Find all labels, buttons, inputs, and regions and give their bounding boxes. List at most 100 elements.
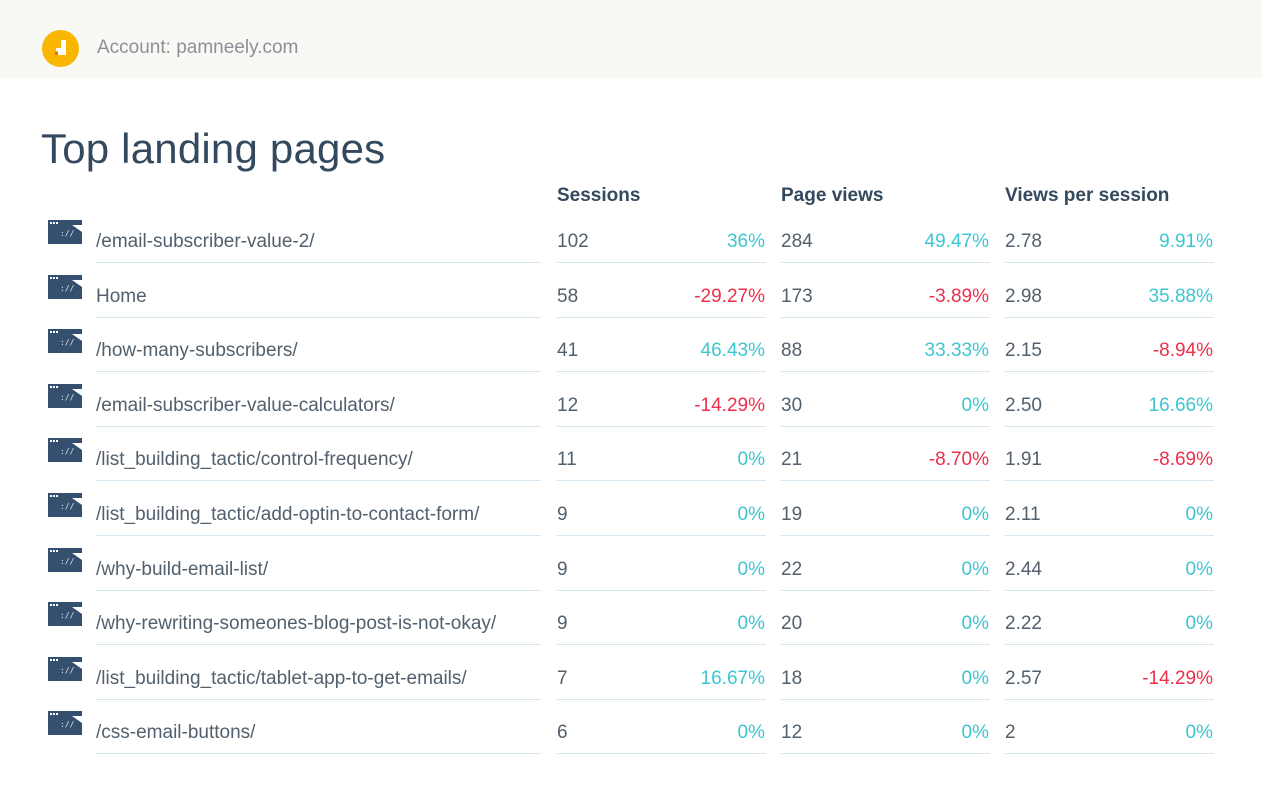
table-row[interactable]: :// /how-many-subscribers/41 46.43% 88 33.33…	[0, 329, 1262, 384]
landing-page-path[interactable]: /list_building_tactic/control-frequency/	[96, 449, 413, 471]
row-divider	[781, 371, 990, 373]
landing-page-path[interactable]: /why-rewriting-someones-blog-post-is-not…	[96, 613, 497, 635]
views-per-session-change: 35.88%	[1148, 285, 1213, 307]
landing-page-path[interactable]: Home	[96, 285, 147, 307]
sessions-change: 0%	[737, 449, 765, 471]
page-views-change: 0%	[961, 667, 989, 689]
landing-page-path[interactable]: /list_building_tactic/add-optin-to-conta…	[96, 504, 480, 525]
page-views-column-header[interactable]: Page views	[781, 185, 884, 206]
page-views-value: 22	[781, 558, 803, 580]
sessions-change: -14.29%	[694, 394, 765, 416]
table-row[interactable]: :// /css-email-buttons/6 0% 12 0% 2 0%	[0, 711, 1262, 766]
views-per-session-value: 2.98	[1005, 285, 1042, 307]
views-per-session-change: 0%	[1185, 722, 1213, 744]
sessions-value: 58	[557, 285, 579, 307]
svg-text:://: ://	[60, 447, 75, 456]
row-divider	[1005, 589, 1214, 591]
page-title: Top landing pages	[41, 125, 386, 172]
page-views-change: -8.70%	[928, 449, 989, 471]
web-page-icon: ://	[48, 274, 82, 299]
views-per-session-change: 0%	[1185, 558, 1213, 580]
landing-page-path[interactable]: /why-build-email-list/	[96, 558, 269, 580]
row-divider	[781, 589, 990, 591]
row-divider	[1005, 316, 1214, 318]
row-divider	[1005, 535, 1214, 536]
views-per-session-value: 1.91	[1005, 449, 1042, 471]
web-page-icon: ://	[48, 547, 82, 572]
row-divider	[96, 262, 541, 263]
svg-text:://: ://	[60, 393, 75, 402]
table-row[interactable]: :// Home 58 -29.27% 173 -3.89% 2.98 35.88%	[0, 274, 1262, 330]
row-divider	[557, 698, 766, 700]
landing-page-path[interactable]: /how-many-subscribers/	[96, 340, 298, 362]
web-page-icon: ://	[48, 438, 82, 463]
row-divider	[96, 425, 541, 427]
table-row[interactable]: :// /email-subscriber-value-calculators/1…	[0, 383, 1262, 439]
row-divider	[781, 535, 990, 536]
table-row[interactable]: :// /why-build-email-list/9 0% 22 0% 2.44 0%	[0, 547, 1262, 603]
views-per-session-change: -8.94%	[1152, 340, 1213, 362]
landing-page-path[interactable]: /email-subscriber-value-calculators/	[96, 394, 395, 416]
page-views-change: 0%	[961, 613, 989, 635]
svg-text:://: ://	[60, 284, 75, 293]
views-per-session-value: 2.11	[1005, 504, 1041, 525]
row-divider	[557, 535, 766, 536]
table-row[interactable]: :// /why-rewriting-someones-blog-post-is-…	[0, 602, 1262, 657]
row-divider	[1005, 262, 1214, 263]
row-divider	[557, 480, 766, 482]
row-divider	[96, 753, 541, 755]
row-divider	[96, 698, 541, 700]
row-divider	[96, 589, 541, 591]
page-views-change: 33.33%	[924, 340, 989, 362]
row-divider	[557, 425, 766, 427]
table-row[interactable]: :// /list_building_tactic/add-optin-to-co…	[0, 493, 1262, 548]
page-views-change: 0%	[961, 504, 989, 525]
views-per-session-column-header[interactable]: Views per session	[1005, 185, 1170, 206]
views-per-session-change: 16.66%	[1148, 394, 1213, 416]
sessions-change: 0%	[737, 558, 765, 580]
row-divider	[1005, 425, 1214, 427]
web-page-icon: ://	[48, 493, 82, 517]
page-views-value: 30	[781, 394, 803, 416]
row-divider	[781, 480, 990, 482]
sessions-change: -29.27%	[694, 285, 765, 307]
landing-page-path[interactable]: /email-subscriber-value-2/	[96, 231, 315, 252]
landing-page-path[interactable]: /list_building_tactic/tablet-app-to-get-…	[96, 667, 467, 689]
row-divider	[96, 644, 541, 646]
web-page-icon: ://	[48, 220, 82, 244]
svg-text:://: ://	[60, 338, 75, 347]
views-per-session-change: 9.91%	[1159, 231, 1213, 252]
sessions-value: 41	[557, 340, 579, 362]
page-views-change: 0%	[961, 394, 989, 416]
sessions-value: 9	[557, 613, 568, 635]
table-row[interactable]: :// /list_building_tactic/tablet-app-to-g…	[0, 656, 1262, 712]
page-views-value: 19	[781, 504, 803, 525]
table-row[interactable]: :// /email-subscriber-value-2/102 36% 284 49…	[0, 220, 1262, 275]
landing-page-path[interactable]: /css-email-buttons/	[96, 722, 256, 744]
page-views-value: 88	[781, 340, 803, 362]
web-page-icon: ://	[48, 656, 82, 681]
page-views-value: 284	[781, 231, 813, 252]
row-divider	[781, 262, 990, 263]
views-per-session-change: 0%	[1185, 504, 1213, 525]
svg-text:://: ://	[60, 502, 75, 511]
row-divider	[96, 535, 541, 536]
sessions-column-header[interactable]: Sessions	[557, 185, 641, 206]
table-row[interactable]: :// /list_building_tactic/control-frequen…	[0, 438, 1262, 493]
page-views-change: 0%	[961, 722, 989, 744]
row-divider	[1005, 698, 1214, 700]
row-divider	[557, 589, 766, 591]
svg-text:://: ://	[60, 611, 75, 620]
web-page-icon: ://	[48, 329, 82, 354]
views-per-session-value: 2.57	[1005, 667, 1042, 689]
page-views-change: -3.89%	[928, 285, 989, 307]
views-per-session-value: 2.44	[1005, 558, 1042, 580]
sessions-value: 102	[557, 231, 589, 252]
row-divider	[557, 753, 766, 755]
sessions-change: 0%	[737, 504, 765, 525]
row-divider	[96, 480, 541, 482]
sessions-value: 7	[557, 667, 568, 689]
row-divider	[96, 316, 541, 318]
row-divider	[557, 371, 766, 373]
